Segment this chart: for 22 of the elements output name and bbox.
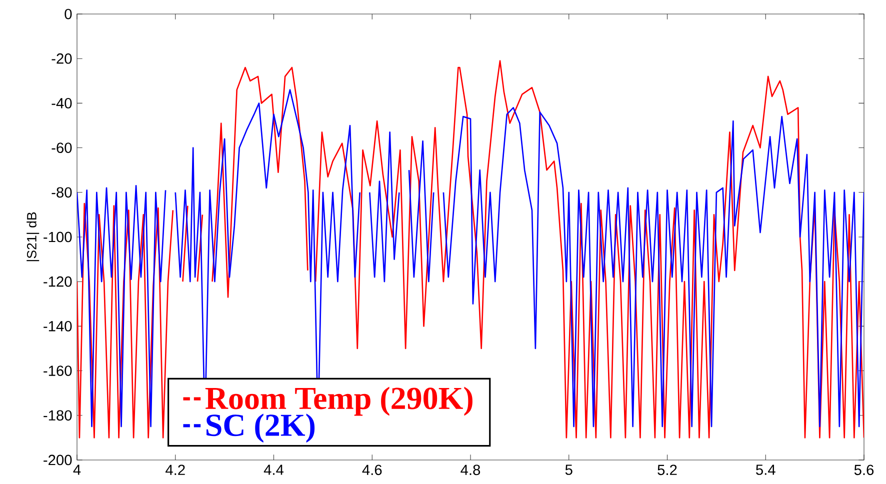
y-tick-label: -80 [52,187,72,198]
y-tick-label: -100 [44,232,72,242]
x-tick-label: 5.4 [756,464,776,475]
y-tick-label: -60 [52,142,72,153]
x-tick-label: 4.6 [362,464,382,476]
y-tick-label: -40 [52,98,72,108]
y-axis-title: |S21| dB [26,212,40,262]
x-tick-label: 4.4 [264,464,284,475]
x-tick-label: 5.2 [658,464,677,476]
x-tick-label: 4 [73,464,81,475]
y-tick-label: 0 [64,8,72,20]
y-tick-label: -120 [44,276,72,287]
legend-label: SC (2K) [206,414,315,443]
y-tick-label: -20 [52,53,72,64]
x-tick-label: 4.2 [166,464,185,475]
y-tick-label: -140 [44,321,72,332]
x-tick-label: 4.8 [460,464,480,476]
x-tick-label: 5 [565,464,572,475]
y-tick-label: -160 [44,366,72,376]
x-tick-label: 5.6 [854,464,874,476]
y-tick-label: -180 [44,410,72,421]
y-tick-label: -200 [44,454,72,466]
